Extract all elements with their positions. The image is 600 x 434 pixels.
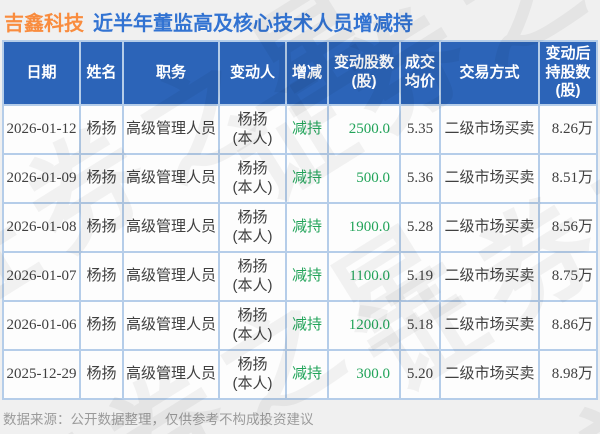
cell-avg-price: 5.28 xyxy=(401,204,439,251)
cell-name: 杨扬 xyxy=(81,204,122,251)
header-cell-action: 增减 xyxy=(287,42,327,104)
cell-date: 2025-12-29 xyxy=(4,351,79,398)
table-row: 2025-12-29 杨扬 高级管理人员 杨扬 (本人) 减持 300.0 5.… xyxy=(4,351,596,398)
cell-position: 高级管理人员 xyxy=(124,253,218,300)
company-name: 吉鑫科技 xyxy=(4,13,84,35)
cell-after: 8.86万 xyxy=(540,302,596,349)
table-row: 2026-01-06 杨扬 高级管理人员 杨扬 (本人) 减持 1200.0 5… xyxy=(4,302,596,349)
cell-date: 2026-01-08 xyxy=(4,204,79,251)
cell-method: 二级市场买卖 xyxy=(441,253,538,300)
cell-date: 2026-01-06 xyxy=(4,302,79,349)
table-row: 2026-01-09 杨扬 高级管理人员 杨扬 (本人) 减持 500.0 5.… xyxy=(4,155,596,202)
table-row: 2026-01-07 杨扬 高级管理人员 杨扬 (本人) 减持 1100.0 5… xyxy=(4,253,596,300)
cell-date: 2026-01-09 xyxy=(4,155,79,202)
cell-method: 二级市场买卖 xyxy=(441,204,538,251)
header-cell-date: 日期 xyxy=(4,42,79,104)
cell-avg-price: 5.18 xyxy=(401,302,439,349)
cell-position: 高级管理人员 xyxy=(124,204,218,251)
header-cell-shares: 变动股数 (股) xyxy=(329,42,399,104)
cell-shares: 1100.0 xyxy=(329,253,399,300)
cell-shares: 2500.0 xyxy=(329,106,399,153)
cell-changer: 杨扬 (本人) xyxy=(220,155,285,202)
cell-action: 减持 xyxy=(287,204,327,251)
header-cell-changer: 变动人 xyxy=(220,42,285,104)
cell-after: 8.98万 xyxy=(540,351,596,398)
header-cell-position: 职务 xyxy=(124,42,218,104)
header-cell-name: 姓名 xyxy=(81,42,122,104)
cell-method: 二级市场买卖 xyxy=(441,155,538,202)
cell-name: 杨扬 xyxy=(81,253,122,300)
cell-shares: 500.0 xyxy=(329,155,399,202)
table-row: 2026-01-08 杨扬 高级管理人员 杨扬 (本人) 减持 1900.0 5… xyxy=(4,204,596,251)
cell-avg-price: 5.19 xyxy=(401,253,439,300)
cell-action: 减持 xyxy=(287,351,327,398)
cell-after: 8.51万 xyxy=(540,155,596,202)
cell-name: 杨扬 xyxy=(81,302,122,349)
cell-position: 高级管理人员 xyxy=(124,106,218,153)
cell-method: 二级市场买卖 xyxy=(441,302,538,349)
cell-name: 杨扬 xyxy=(81,351,122,398)
cell-date: 2026-01-12 xyxy=(4,106,79,153)
cell-avg-price: 5.35 xyxy=(401,106,439,153)
cell-shares: 300.0 xyxy=(329,351,399,398)
cell-avg-price: 5.36 xyxy=(401,155,439,202)
cell-after: 8.56万 xyxy=(540,204,596,251)
cell-position: 高级管理人员 xyxy=(124,351,218,398)
page-title: 吉鑫科技 近半年董监高及核心技术人员增减持 xyxy=(0,0,600,40)
cell-after: 8.26万 xyxy=(540,106,596,153)
cell-method: 二级市场买卖 xyxy=(441,106,538,153)
cell-shares: 1200.0 xyxy=(329,302,399,349)
holdings-table: 日期 姓名 职务 变动人 增减 变动股数 (股) 成交 均价 交易方式 变动后 … xyxy=(2,40,598,400)
table-row: 2026-01-12 杨扬 高级管理人员 杨扬 (本人) 减持 2500.0 5… xyxy=(4,106,596,153)
cell-position: 高级管理人员 xyxy=(124,155,218,202)
header-cell-method: 交易方式 xyxy=(441,42,538,104)
cell-name: 杨扬 xyxy=(81,106,122,153)
header-cell-avg-price: 成交 均价 xyxy=(401,42,439,104)
cell-name: 杨扬 xyxy=(81,155,122,202)
cell-date: 2026-01-07 xyxy=(4,253,79,300)
cell-changer: 杨扬 (本人) xyxy=(220,351,285,398)
header-cell-after: 变动后 持股数 (股) xyxy=(540,42,596,104)
cell-changer: 杨扬 (本人) xyxy=(220,106,285,153)
cell-method: 二级市场买卖 xyxy=(441,351,538,398)
cell-position: 高级管理人员 xyxy=(124,302,218,349)
header-row: 日期 姓名 职务 变动人 增减 变动股数 (股) 成交 均价 交易方式 变动后 … xyxy=(4,42,596,104)
cell-after: 8.75万 xyxy=(540,253,596,300)
cell-action: 减持 xyxy=(287,155,327,202)
cell-changer: 杨扬 (本人) xyxy=(220,204,285,251)
cell-changer: 杨扬 (本人) xyxy=(220,302,285,349)
cell-action: 减持 xyxy=(287,302,327,349)
cell-changer: 杨扬 (本人) xyxy=(220,253,285,300)
data-source-note: 数据来源：公开数据整理，仅供参考不构成投资建议 xyxy=(3,412,314,427)
report-title-text: 近半年董监高及核心技术人员增减持 xyxy=(93,13,413,35)
cell-action: 减持 xyxy=(287,253,327,300)
cell-shares: 1900.0 xyxy=(329,204,399,251)
cell-avg-price: 5.20 xyxy=(401,351,439,398)
cell-action: 减持 xyxy=(287,106,327,153)
